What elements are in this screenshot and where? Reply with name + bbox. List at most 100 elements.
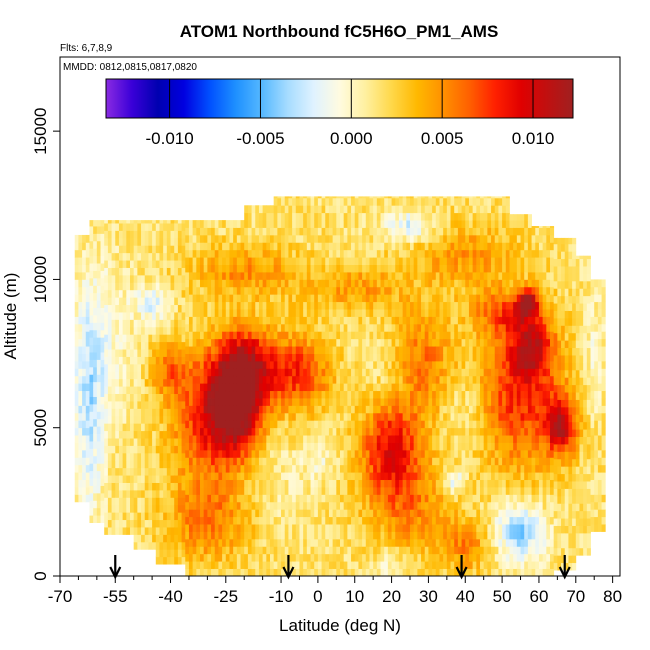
heatmap-cell: [74, 279, 79, 288]
heatmap-cell: [222, 472, 227, 481]
heatmap-cell: [428, 531, 433, 540]
heatmap-cell: [281, 375, 286, 384]
heatmap-cell: [384, 286, 389, 295]
heatmap-field: [74, 196, 606, 576]
heatmap-cell: [373, 234, 378, 243]
heatmap-cell: [443, 546, 448, 555]
heatmap-cell: [284, 197, 289, 206]
heatmap-cell: [82, 494, 87, 503]
heatmap-cell: [233, 220, 238, 228]
heatmap-cell: [380, 449, 385, 458]
heatmap-cell: [314, 390, 319, 399]
heatmap-cell: [299, 546, 304, 555]
heatmap-cell: [137, 274, 142, 283]
heatmap-cell: [273, 242, 278, 251]
heatmap-cell: [104, 349, 109, 357]
heatmap-cell: [196, 360, 201, 369]
heatmap-cell: [111, 297, 116, 306]
heatmap-cell: [376, 472, 381, 481]
heatmap-cell: [328, 264, 334, 273]
heatmap-cell: [229, 383, 234, 392]
heatmap-cell: [122, 512, 127, 521]
heatmap-cell: [82, 398, 87, 406]
heatmap-cell: [159, 512, 164, 521]
heatmap-cell: [273, 427, 278, 436]
heatmap-cell: [387, 227, 392, 236]
heatmap-cell: [166, 519, 171, 528]
heatmap-cell: [314, 553, 319, 562]
heatmap-cell: [104, 245, 109, 254]
heatmap-cell: [336, 501, 341, 510]
heatmap-cell: [126, 519, 131, 528]
heatmap-cell: [402, 234, 407, 243]
heatmap-cell: [328, 316, 334, 325]
heatmap-cell: [236, 568, 241, 576]
heatmap-cell: [130, 252, 135, 261]
heatmap-cell: [406, 435, 411, 443]
heatmap-cell: [203, 561, 208, 569]
heatmap-cell: [410, 264, 415, 273]
heatmap-cell: [354, 264, 359, 273]
heatmap-cell: [439, 464, 444, 473]
heatmap-cell: [218, 279, 223, 288]
heatmap-cell: [398, 479, 404, 488]
heatmap-cell: [351, 234, 356, 243]
heatmap-cell: [266, 464, 271, 473]
heatmap-cell: [144, 519, 149, 528]
heatmap-cell: [417, 509, 422, 518]
heatmap-cell: [130, 230, 135, 239]
heatmap-cell: [262, 472, 267, 481]
heatmap-cell: [398, 427, 404, 436]
heatmap-cell: [229, 346, 234, 354]
heatmap-cell: [177, 267, 182, 276]
heatmap-cell: [428, 227, 433, 236]
heatmap-cell: [362, 212, 367, 221]
heatmap-cell: [174, 282, 179, 291]
heatmap-cell: [317, 346, 322, 354]
heatmap-cell: [340, 353, 345, 362]
heatmap-cell: [336, 309, 341, 317]
heatmap-cell: [295, 546, 300, 555]
heatmap-cell: [295, 531, 300, 540]
heatmap-cell: [218, 427, 223, 436]
heatmap-cell: [446, 323, 451, 332]
heatmap-cell: [214, 279, 219, 288]
heatmap-cell: [118, 341, 124, 350]
heatmap-cell: [177, 363, 182, 372]
heatmap-cell: [126, 220, 131, 224]
heatmap-cell: [273, 272, 278, 280]
heatmap-cell: [244, 249, 249, 258]
heatmap-cell: [115, 371, 120, 380]
heatmap-cell: [439, 375, 444, 384]
heatmap-cell: [203, 338, 208, 347]
heatmap-cell: [93, 403, 98, 412]
heatmap-cell: [159, 489, 164, 498]
heatmap-cell: [314, 538, 319, 547]
heatmap-cell: [166, 482, 171, 491]
heatmap-cell: [177, 349, 182, 357]
heatmap-cell: [107, 475, 112, 483]
heatmap-cell: [328, 420, 334, 429]
heatmap-cell: [100, 411, 105, 420]
heatmap-cell: [314, 196, 319, 199]
heatmap-cell: [137, 289, 142, 298]
heatmap-cell: [82, 472, 87, 481]
heatmap-cell: [446, 390, 451, 399]
heatmap-cell: [347, 316, 352, 325]
heatmap-cell: [225, 316, 230, 325]
heatmap-cell: [192, 286, 197, 295]
heatmap-cell: [218, 398, 223, 406]
heatmap-cell: [421, 294, 426, 303]
heatmap-cell: [306, 264, 311, 273]
heatmap-cell: [126, 482, 131, 491]
heatmap-cell: [314, 524, 319, 532]
heatmap-cell: [439, 405, 444, 414]
heatmap-cell: [362, 472, 367, 481]
heatmap-cell: [277, 524, 282, 532]
heatmap-cell: [122, 475, 127, 483]
heatmap-cell: [380, 331, 385, 340]
heatmap-cell: [240, 242, 245, 251]
heatmap-cell: [435, 546, 440, 555]
heatmap-cell: [251, 538, 256, 547]
heatmap-cell: [258, 509, 264, 518]
